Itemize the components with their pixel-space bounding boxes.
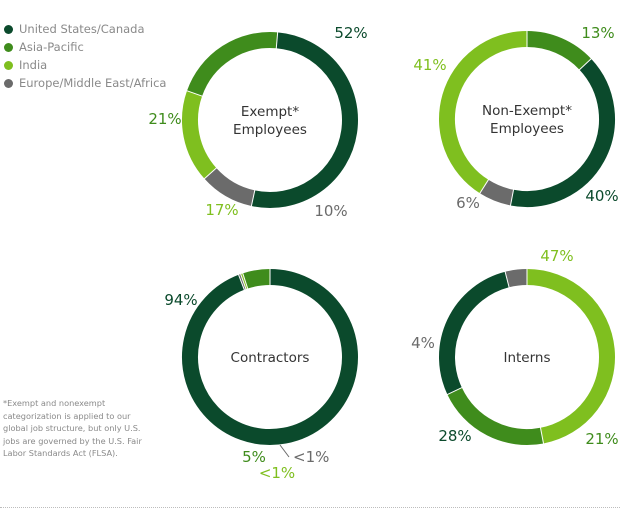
donut-segment <box>182 90 217 179</box>
segment-separator <box>478 178 490 195</box>
segment-separator <box>539 426 545 445</box>
chart-title: Exempt* <box>241 104 299 120</box>
segment-separator <box>237 273 246 291</box>
segment-separator <box>275 31 279 50</box>
slice-label: <1% <box>293 448 329 466</box>
legend-item: India <box>4 56 166 74</box>
segment-separator <box>504 270 510 289</box>
slice-label: 5% <box>242 448 266 466</box>
legend-label: Asia-Pacific <box>19 40 84 54</box>
legend-swatch <box>4 78 13 88</box>
chart-title: Employees <box>233 122 307 138</box>
donut-segment <box>182 269 358 445</box>
legend-swatch <box>4 60 13 70</box>
donut-segment <box>479 179 514 206</box>
slice-label: 28% <box>438 427 471 445</box>
donut-segment <box>186 32 278 97</box>
chart-title: Contractors <box>231 350 310 366</box>
slice-label: 13% <box>581 24 614 42</box>
slice-label: 52% <box>334 24 367 42</box>
donut-chart: 47% 21% 28% 4% Interns <box>411 247 619 448</box>
segment-separator <box>239 272 247 291</box>
legend-swatch <box>4 24 13 34</box>
slice-label: 94% <box>164 291 197 309</box>
segment-separator <box>241 272 249 290</box>
donut-chart: 94%<1%<1%5%Contractors <box>164 268 358 482</box>
slice-label: 21% <box>585 430 618 448</box>
donut-segment <box>439 271 510 395</box>
slice-label: 40% <box>585 187 618 205</box>
legend-label: United States/Canada <box>19 22 145 36</box>
footnote: *Exempt and nonexempt categorization is … <box>3 398 142 458</box>
donut-segment <box>510 58 615 207</box>
segment-separator <box>203 166 218 180</box>
slice-label: <1% <box>259 464 295 482</box>
legend-item: Asia-Pacific <box>4 38 166 56</box>
slice-label: 6% <box>456 194 480 212</box>
segment-separator <box>509 188 515 207</box>
slice-label: 10% <box>314 202 347 220</box>
slice-label: 41% <box>413 56 446 74</box>
label-leader-line <box>279 444 290 458</box>
segment-separator <box>578 57 593 71</box>
donut-segment <box>505 269 528 288</box>
legend-swatch <box>4 42 13 52</box>
donut-segment <box>439 31 528 194</box>
slice-label: 47% <box>540 247 573 265</box>
chart-legend: United States/Canada Asia-Pacific India Eur… <box>4 20 166 92</box>
legend-label: Europe/Middle East/Africa <box>19 76 167 90</box>
donut-segment <box>251 32 358 208</box>
donut-segment <box>526 31 592 70</box>
legend-item: Europe/Middle East/Africa <box>4 74 166 92</box>
donut-segment <box>526 269 615 444</box>
donut-segment <box>204 167 256 207</box>
segment-separator <box>185 89 204 97</box>
slice-label: 4% <box>411 334 435 352</box>
bottom-divider <box>0 507 620 508</box>
slice-label: 17% <box>205 201 238 219</box>
legend-item: United States/Canada <box>4 20 166 38</box>
slice-label: 21% <box>148 110 181 128</box>
donut-segment <box>242 269 271 289</box>
chart-title: Interns <box>503 350 550 366</box>
donut-chart: 52% 10% 17% 21% Exempt* Employees <box>148 24 367 220</box>
donut-chart: 13% 40% 6% 41% Non-Exempt* Employees <box>413 24 618 212</box>
chart-title: Non-Exempt* <box>482 103 572 119</box>
segment-separator <box>446 386 463 396</box>
segment-separator <box>250 189 256 208</box>
legend-label: India <box>19 58 48 72</box>
chart-title: Employees <box>490 121 564 137</box>
donut-segment <box>447 387 544 445</box>
